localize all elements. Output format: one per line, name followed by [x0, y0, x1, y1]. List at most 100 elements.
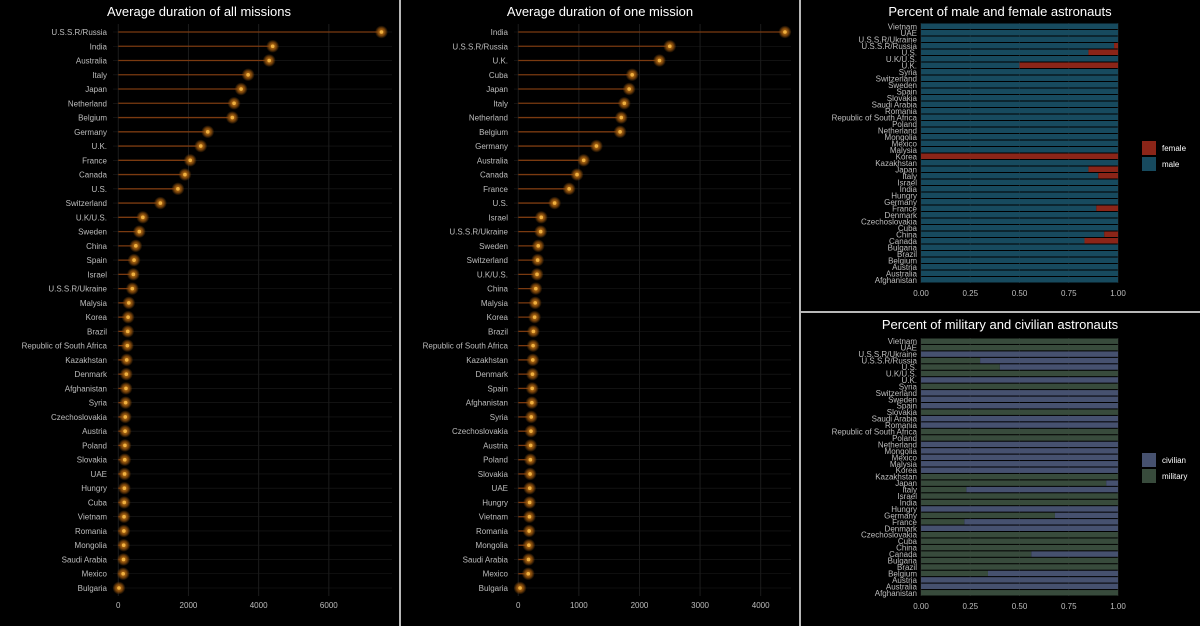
category-label-u-k: U.K. [901, 61, 917, 70]
bar-civilian-denmark [921, 525, 1118, 531]
bar-military-belgium [921, 570, 988, 577]
category-label-germany: Germany [74, 128, 107, 137]
bar-military-poland [921, 435, 1118, 441]
category-label-sweden: Sweden [479, 242, 508, 251]
point-mongolia [527, 543, 531, 548]
point-bulgaria [117, 586, 121, 590]
point-poland [123, 443, 127, 448]
point-mexico [526, 571, 531, 576]
x-tick-label: 2000 [631, 601, 649, 610]
point-netherland [232, 101, 236, 106]
category-label-u-s: U.S. [901, 363, 917, 372]
category-label-australia: Australia [886, 582, 918, 591]
category-label-austria: Austria [483, 441, 508, 450]
x-tick-label: 1.00 [1110, 602, 1126, 611]
bar-civilian-australia [921, 583, 1118, 590]
legend-swatch-male [1142, 157, 1156, 171]
bar-female-u-k [1019, 62, 1118, 68]
point-bulgaria [518, 586, 522, 590]
panel-one-mission: Average duration of one mission India U.S.… [401, 0, 799, 626]
point-canada [183, 172, 187, 177]
x-tick-label: 1.00 [1110, 289, 1126, 298]
x-tick-label: 2000 [180, 601, 198, 610]
category-label-u-k-u-s: U.K/U.S. [886, 55, 917, 64]
category-label-u-s-s-r-russia: U.S.S.R/Russia [861, 42, 917, 51]
point-romania [122, 529, 126, 533]
category-label-australia: Australia [477, 156, 509, 165]
bar-civilian-u-s [999, 364, 1118, 370]
category-label-canada: Canada [889, 550, 918, 559]
point-syria [123, 400, 128, 405]
point-poland [528, 457, 533, 462]
bar-male-slovakia [921, 95, 1118, 101]
chart-all-missions: Average duration of all missionsU.S.S.R/… [22, 4, 392, 610]
bar-male-republic-of-south-africa [921, 114, 1118, 120]
bar-male-poland [921, 121, 1118, 127]
category-label-kazakhstan: Kazakhstan [466, 356, 508, 365]
category-label-china: China [487, 285, 508, 294]
bar-military-uae [921, 344, 1118, 351]
bar-civilian-canada [1031, 551, 1118, 557]
bar-military-bulgaria [921, 557, 1118, 564]
category-label-mongolia: Mongolia [476, 541, 509, 550]
category-label-brazil: Brazil [897, 563, 917, 572]
point-republic-of-south-africa [125, 343, 130, 348]
point-japan [627, 87, 631, 91]
point-u-k [198, 144, 203, 148]
point-denmark [530, 372, 535, 376]
legend-label-civilian: civilian [1162, 456, 1186, 465]
category-label-afghanistan: Afghanistan [65, 384, 107, 393]
category-label-israel: Israel [897, 178, 917, 187]
category-label-malysia: Malysia [890, 146, 918, 155]
bar-male-israel [921, 179, 1118, 185]
category-label-mongolia: Mongolia [75, 541, 108, 550]
category-label-denmark: Denmark [885, 211, 918, 220]
point-switzerland [158, 201, 163, 205]
bar-male-kazakhstan [921, 160, 1118, 166]
bar-male-uae [921, 30, 1118, 36]
category-label-romania: Romania [885, 421, 918, 430]
point-france [188, 158, 193, 163]
bar-male-spain [921, 88, 1118, 94]
category-label-poland: Poland [892, 434, 917, 443]
bar-female-u-s-s-r-russia [1114, 43, 1118, 49]
bar-male-france [921, 205, 1097, 211]
category-label-u-s: U.S. [492, 199, 508, 208]
bar-civilian-mexico [921, 454, 1118, 461]
category-label-korea: Korea [487, 313, 509, 322]
bar-civilian-korea [921, 467, 1118, 473]
category-label-saudi-arabia: Saudi Arabia [872, 415, 918, 424]
bar-female-korea [921, 153, 1118, 159]
category-label-germany: Germany [884, 511, 917, 520]
point-germany [594, 144, 599, 148]
point-u-s-s-r-ukraine [538, 229, 543, 234]
point-israel [131, 272, 136, 277]
bar-military-syria [921, 383, 1118, 390]
category-label-cuba: Cuba [898, 537, 918, 546]
chart-gender: Percent of male and female astronauts Vie… [832, 4, 1187, 298]
category-label-india: India [900, 498, 918, 507]
category-label-spain: Spain [897, 87, 917, 96]
category-label-canada: Canada [480, 171, 509, 180]
bar-male-cuba [921, 225, 1118, 231]
bar-male-czechoslovakia [921, 218, 1118, 224]
bar-male-romania [921, 108, 1118, 114]
legend-label-female: female [1162, 144, 1187, 153]
point-kazakhstan [530, 358, 535, 362]
bar-male-india [921, 186, 1118, 192]
point-switzerland [535, 258, 540, 262]
point-republic-of-south-africa [531, 343, 535, 348]
bar-military-kazakhstan [921, 473, 1118, 480]
category-label-czechoslovakia: Czechoslovakia [861, 217, 918, 226]
point-hungry [527, 500, 532, 505]
bar-male-china [921, 231, 1105, 237]
bar-male-u-k [921, 62, 1020, 68]
chart-title: Percent of military and civilian astrona… [882, 317, 1119, 332]
point-cuba [122, 500, 127, 505]
point-austria [528, 443, 533, 448]
point-u-s [176, 187, 180, 191]
category-label-japan: Japan [486, 85, 508, 94]
point-sweden [536, 244, 541, 248]
x-tick-label: 1000 [570, 601, 588, 610]
bar-male-brazil [921, 251, 1118, 257]
